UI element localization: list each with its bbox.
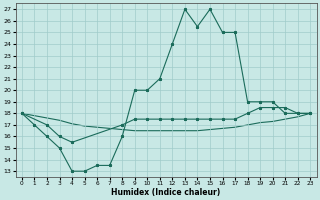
X-axis label: Humidex (Indice chaleur): Humidex (Indice chaleur) xyxy=(111,188,221,197)
